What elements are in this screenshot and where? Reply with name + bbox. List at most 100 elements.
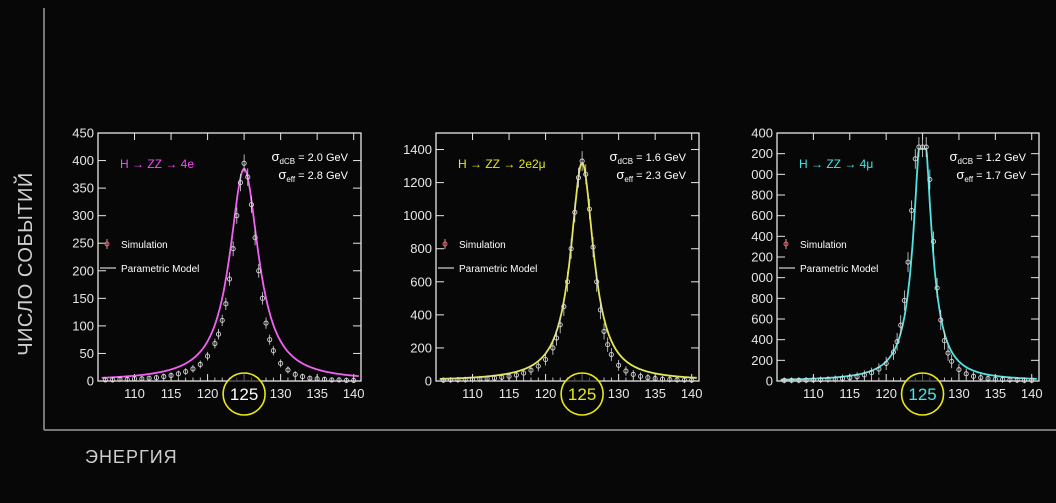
simulation-point	[616, 362, 622, 368]
simulation-point	[1000, 377, 1006, 383]
simulation-point	[985, 375, 991, 382]
simulation-point	[890, 349, 896, 355]
simulation-point	[898, 322, 904, 328]
simulation-point	[550, 345, 556, 351]
y-tick-label: 300	[72, 208, 94, 223]
simulation-point	[462, 377, 468, 383]
y-tick-label: 0	[766, 374, 773, 389]
simulation-point	[803, 377, 809, 383]
simulation-point	[131, 376, 138, 382]
legend-simulation-label: Simulation	[459, 240, 506, 251]
sigma-symbol: σ	[278, 167, 286, 182]
simulation-point	[102, 377, 108, 383]
highlight-125-label: 125	[230, 385, 258, 404]
simulation-point	[1029, 377, 1035, 383]
y-tick-label: 000	[751, 270, 773, 285]
simulation-point	[909, 207, 915, 214]
x-tick-label: 140	[343, 386, 365, 401]
parametric-model-curve	[780, 148, 1037, 381]
simulation-point	[927, 176, 933, 183]
y-tick-label: 200	[751, 353, 773, 368]
simulation-point	[605, 342, 611, 348]
y-tick-label: 0	[87, 374, 94, 389]
simulation-point	[248, 202, 254, 208]
simulation-point	[949, 358, 955, 364]
simulation-point	[175, 371, 181, 377]
simulation-point	[901, 297, 907, 303]
simulation-point	[267, 337, 273, 343]
simulation-point	[215, 331, 222, 337]
y-tick-label: 1400	[403, 142, 432, 157]
simulation-point	[923, 144, 929, 150]
simulation-point	[854, 374, 860, 380]
x-tick-label: 120	[197, 386, 219, 401]
y-tick-label: 600	[751, 312, 773, 327]
simulation-point	[351, 377, 357, 383]
legend-model-label: Parametric Model	[459, 264, 537, 275]
y-tick-label: 450	[72, 126, 94, 141]
simulation-point	[528, 367, 534, 373]
simulation-point	[869, 370, 875, 376]
x-tick-label: 115	[161, 386, 182, 401]
chart-title: H → ZZ → 4μ	[799, 157, 873, 171]
simulation-point	[477, 376, 483, 382]
simulation-point	[930, 238, 937, 245]
y-tick-label: 600	[410, 274, 432, 289]
sigma-annotation: σeff = 2.8 GeV	[278, 167, 348, 184]
y-tick-label: 1200	[403, 175, 432, 190]
simulation-point	[234, 213, 240, 219]
y-tick-label: 800	[751, 188, 773, 203]
simulation-point	[535, 363, 541, 369]
sigma-symbol: σ	[272, 149, 280, 164]
simulation-point	[543, 356, 549, 363]
highlight-circle	[222, 372, 266, 416]
sigma-subscript: dCB	[618, 157, 634, 166]
simulation-point	[263, 320, 269, 326]
y-tick-label: 400	[410, 307, 432, 322]
sigma-value: = 1.2 GeV	[973, 152, 1027, 164]
simulation-point	[343, 377, 349, 383]
simulation-point	[270, 348, 276, 354]
y-tick-label: 1000	[403, 208, 432, 223]
simulation-point	[455, 377, 461, 383]
x-tick-label: 110	[124, 386, 145, 401]
simulation-point	[781, 377, 787, 384]
simulation-point	[608, 351, 614, 358]
chart-panel-1: 110 115 120 130 135 140 0 50 100 150 200 250 300 350 4…	[72, 126, 365, 416]
simulation-point	[832, 376, 838, 382]
simulation-point	[847, 375, 853, 381]
x-tick-label: 135	[644, 386, 666, 401]
x-tick-label: 140	[681, 386, 703, 401]
simulation-point	[963, 371, 969, 377]
x-tick-label: 120	[535, 386, 557, 401]
simulation-point	[183, 369, 189, 375]
sigma-value: = 1.7 GeV	[973, 170, 1027, 182]
simulation-point	[245, 174, 251, 180]
sigma-subscript: dCB	[280, 157, 296, 166]
simulation-point	[521, 370, 527, 376]
legend-simulation-label: Simulation	[800, 240, 847, 251]
sigma-value: = 2.0 GeV	[295, 152, 349, 164]
simulation-point	[307, 375, 313, 381]
x-tick-label: 130	[270, 386, 292, 401]
simulation-point	[894, 339, 900, 345]
highlight-125-label: 125	[568, 385, 596, 404]
x-tick-label: 135	[306, 386, 328, 401]
simulation-point	[469, 376, 476, 382]
simulation-point	[329, 377, 335, 383]
simulation-point	[876, 366, 882, 372]
simulation-point	[905, 259, 911, 265]
y-tick-label: 400	[751, 126, 773, 141]
simulation-point	[601, 328, 607, 334]
parametric-model-curve	[439, 161, 697, 380]
sigma-symbol: σ	[610, 149, 618, 164]
simulation-point	[623, 368, 629, 374]
simulation-point	[689, 377, 695, 383]
simulation-point	[956, 367, 962, 373]
legend-simulation-marker	[104, 241, 110, 247]
simulation-point	[513, 372, 519, 378]
simulation-point	[197, 361, 203, 368]
y-tick-label: 200	[751, 146, 773, 161]
simulation-point	[124, 376, 130, 382]
simulation-point	[920, 144, 926, 150]
